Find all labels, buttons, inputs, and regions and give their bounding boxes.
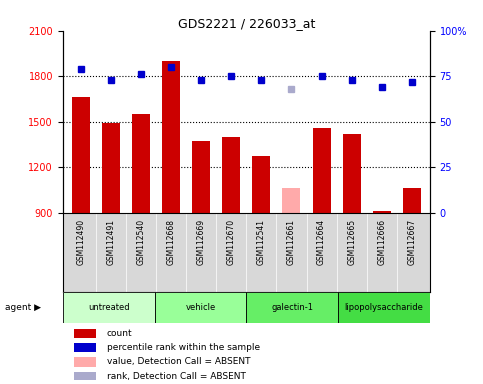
Text: count: count bbox=[107, 329, 132, 338]
Bar bbox=[162, 61, 180, 212]
Text: untreated: untreated bbox=[88, 303, 129, 312]
Bar bbox=[313, 128, 330, 212]
Text: agent ▶: agent ▶ bbox=[5, 303, 42, 312]
Text: percentile rank within the sample: percentile rank within the sample bbox=[107, 343, 260, 352]
Text: GSM112670: GSM112670 bbox=[227, 219, 236, 265]
Bar bbox=[338, 292, 430, 323]
Text: GSM112661: GSM112661 bbox=[287, 219, 296, 265]
Bar bbox=[192, 141, 210, 212]
Bar bbox=[74, 343, 96, 352]
Bar bbox=[74, 372, 96, 381]
Text: GSM112490: GSM112490 bbox=[76, 219, 85, 265]
Text: vehicle: vehicle bbox=[185, 303, 215, 312]
Title: GDS2221 / 226033_at: GDS2221 / 226033_at bbox=[178, 17, 315, 30]
Bar bbox=[63, 292, 155, 323]
Bar bbox=[403, 188, 421, 212]
Bar bbox=[72, 98, 90, 212]
Text: GSM112541: GSM112541 bbox=[257, 219, 266, 265]
Text: GSM112664: GSM112664 bbox=[317, 219, 326, 265]
Text: GSM112540: GSM112540 bbox=[137, 219, 145, 265]
Text: value, Detection Call = ABSENT: value, Detection Call = ABSENT bbox=[107, 358, 250, 366]
Bar bbox=[74, 329, 96, 338]
Bar bbox=[222, 137, 241, 212]
Bar bbox=[132, 114, 150, 212]
Bar bbox=[155, 292, 246, 323]
Text: GSM112667: GSM112667 bbox=[407, 219, 416, 265]
Bar bbox=[252, 157, 270, 212]
Bar bbox=[74, 358, 96, 366]
Text: GSM112491: GSM112491 bbox=[106, 219, 115, 265]
Bar bbox=[102, 123, 120, 212]
Text: GSM112665: GSM112665 bbox=[347, 219, 356, 265]
Bar bbox=[373, 211, 391, 212]
Bar bbox=[342, 134, 361, 212]
Text: lipopolysaccharide: lipopolysaccharide bbox=[344, 303, 424, 312]
Text: GSM112669: GSM112669 bbox=[197, 219, 206, 265]
Text: GSM112666: GSM112666 bbox=[377, 219, 386, 265]
Text: galectin-1: galectin-1 bbox=[271, 303, 313, 312]
Bar bbox=[246, 292, 338, 323]
Bar bbox=[283, 188, 300, 212]
Text: GSM112668: GSM112668 bbox=[167, 219, 176, 265]
Text: rank, Detection Call = ABSENT: rank, Detection Call = ABSENT bbox=[107, 372, 246, 381]
